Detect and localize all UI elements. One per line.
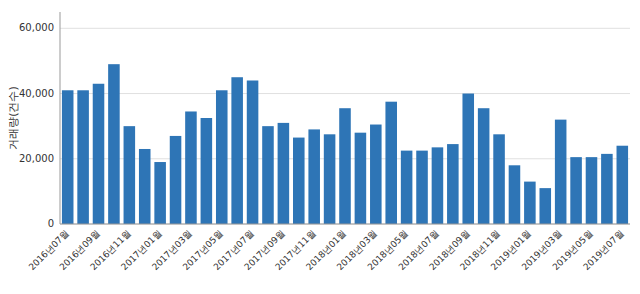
x-axis-line xyxy=(60,224,630,225)
bar xyxy=(77,90,89,224)
chart-svg: 0 20,000 40,000 60,000 2016년07월2016년09월2016년… xyxy=(0,0,640,294)
bar xyxy=(339,108,351,224)
chart-container: 0 20,000 40,000 60,000 2016년07월2016년09월2016년… xyxy=(0,0,640,294)
y-tick-label: 20,000 xyxy=(19,153,54,164)
bar xyxy=(293,138,305,224)
y-tick-label: 40,000 xyxy=(19,88,54,99)
bar xyxy=(617,146,629,224)
y-axis-line xyxy=(60,12,61,224)
bar xyxy=(139,149,151,224)
bar xyxy=(278,123,290,224)
grid-line xyxy=(60,224,630,225)
bar xyxy=(170,136,182,224)
bar xyxy=(555,120,567,224)
bar xyxy=(62,90,74,224)
grid-line xyxy=(60,28,630,29)
bar xyxy=(601,154,613,224)
bars xyxy=(62,64,628,224)
bar xyxy=(586,157,598,224)
bar xyxy=(539,188,551,224)
bar xyxy=(247,80,259,224)
bar xyxy=(370,125,382,224)
y-tick-label: 60,000 xyxy=(19,22,54,33)
bar xyxy=(509,165,521,224)
bar xyxy=(231,77,243,224)
bar xyxy=(185,111,197,224)
y-tick-label: 0 xyxy=(48,218,54,229)
bar xyxy=(154,162,166,224)
bar xyxy=(416,151,428,224)
bar xyxy=(447,144,459,224)
bar xyxy=(355,133,367,224)
bar xyxy=(216,90,228,224)
y-grid xyxy=(60,28,630,224)
bar xyxy=(570,157,582,224)
bar xyxy=(201,118,213,224)
bar xyxy=(124,126,136,224)
x-tick-label: 2019년07월 xyxy=(581,228,625,272)
bar xyxy=(524,182,536,224)
bar xyxy=(462,94,474,224)
bar xyxy=(401,151,413,224)
bar xyxy=(478,108,490,224)
y-tick-labels: 0 20,000 40,000 60,000 xyxy=(19,22,54,229)
bar xyxy=(262,126,274,224)
bar xyxy=(493,134,505,224)
bar xyxy=(93,84,105,224)
bar xyxy=(385,102,397,224)
grid-line xyxy=(60,93,630,94)
x-tick-labels: 2016년07월2016년09월2016년11월2017년01월2017년03월… xyxy=(27,228,626,272)
bar xyxy=(324,134,336,224)
bar xyxy=(108,64,120,224)
bar xyxy=(432,147,444,224)
y-axis-label: 거래량(건수) xyxy=(7,86,20,150)
bar xyxy=(308,129,320,224)
